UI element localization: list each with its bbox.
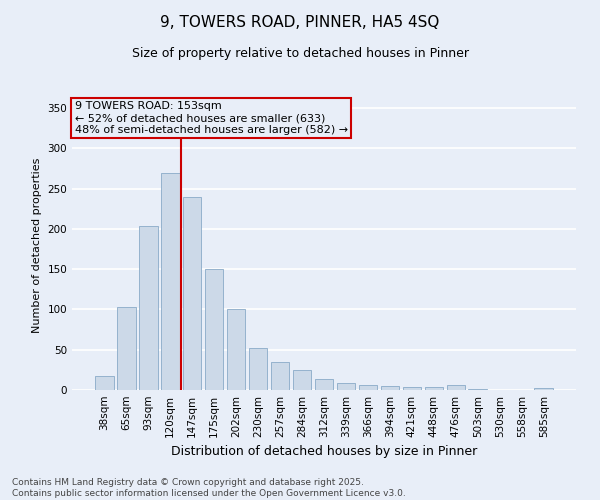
Bar [293,370,311,390]
Text: 9, TOWERS ROAD, PINNER, HA5 4SQ: 9, TOWERS ROAD, PINNER, HA5 4SQ [160,15,440,30]
Bar [205,269,223,390]
Bar [95,376,113,390]
Bar [446,385,465,390]
Text: 9 TOWERS ROAD: 153sqm
← 52% of detached houses are smaller (633)
48% of semi-det: 9 TOWERS ROAD: 153sqm ← 52% of detached … [74,102,347,134]
Bar [314,378,334,390]
Bar [227,310,245,390]
Bar [535,388,553,390]
Bar [249,348,268,390]
Text: Size of property relative to detached houses in Pinner: Size of property relative to detached ho… [131,48,469,60]
Bar [359,385,377,390]
Bar [117,307,136,390]
Bar [161,172,179,390]
X-axis label: Distribution of detached houses by size in Pinner: Distribution of detached houses by size … [171,446,477,458]
Bar [469,389,487,390]
Bar [403,387,421,390]
Text: Contains HM Land Registry data © Crown copyright and database right 2025.
Contai: Contains HM Land Registry data © Crown c… [12,478,406,498]
Bar [380,386,399,390]
Bar [337,383,355,390]
Bar [183,196,202,390]
Bar [139,226,158,390]
Y-axis label: Number of detached properties: Number of detached properties [32,158,42,332]
Bar [425,387,443,390]
Bar [271,362,289,390]
